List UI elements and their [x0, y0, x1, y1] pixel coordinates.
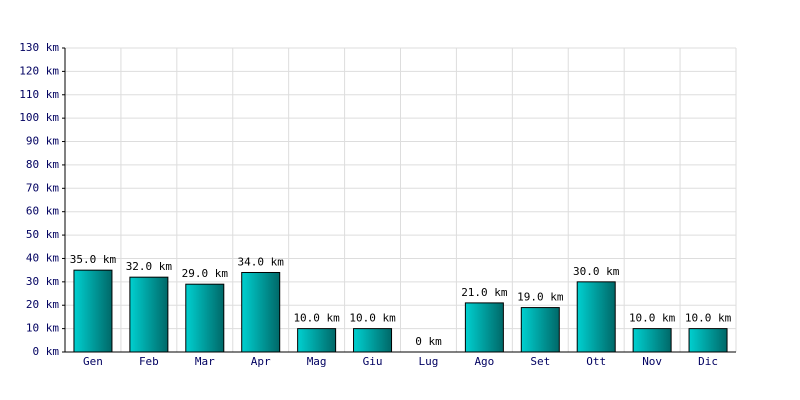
value-label: 19.0 km	[517, 291, 564, 304]
value-label: 30.0 km	[573, 265, 620, 278]
value-label: 32.0 km	[126, 260, 173, 273]
bar	[688, 328, 728, 353]
x-tick-label: Set	[530, 355, 550, 368]
x-tick-label: Feb	[139, 355, 159, 368]
y-tick-label: 50 km	[26, 228, 59, 241]
x-tick-label: Lug	[419, 355, 439, 368]
x-tick-label: Mar	[195, 355, 215, 368]
y-tick-label: 120 km	[19, 64, 59, 77]
x-tick-label: Ago	[474, 355, 494, 368]
bar	[464, 302, 504, 353]
y-tick-label: 10 km	[26, 322, 59, 335]
x-tick-label: Mag	[307, 355, 327, 368]
y-tick-label: 30 km	[26, 275, 59, 288]
y-tick-label: 110 km	[19, 88, 59, 101]
x-tick-label: Gen	[83, 355, 103, 368]
bar	[576, 281, 616, 353]
y-tick-label: 40 km	[26, 251, 59, 264]
value-label: 10.0 km	[293, 312, 340, 325]
bar	[73, 269, 113, 353]
y-tick-label: 80 km	[26, 158, 59, 171]
value-label: 34.0 km	[238, 255, 285, 268]
value-label: 35.0 km	[70, 253, 117, 266]
value-label: 21.0 km	[461, 286, 508, 299]
bar	[520, 307, 560, 353]
value-label: 29.0 km	[182, 267, 229, 280]
y-tick-label: 0 km	[33, 345, 60, 358]
x-tick-label: Nov	[642, 355, 662, 368]
bar	[353, 328, 393, 353]
bar	[241, 271, 281, 353]
y-tick-label: 130 km	[19, 41, 59, 54]
x-tick-label: Ott	[586, 355, 606, 368]
bar	[129, 276, 169, 353]
y-tick-label: 60 km	[26, 205, 59, 218]
bar	[297, 328, 337, 353]
y-tick-label: 20 km	[26, 298, 59, 311]
value-label: 10.0 km	[349, 312, 396, 325]
x-tick-label: Apr	[251, 355, 271, 368]
x-tick-label: Giu	[363, 355, 383, 368]
y-tick-label: 100 km	[19, 111, 59, 124]
y-tick-label: 90 km	[26, 135, 59, 148]
bar	[185, 283, 225, 353]
bar	[632, 328, 672, 353]
y-tick-label: 70 km	[26, 181, 59, 194]
value-label: 10.0 km	[629, 312, 676, 325]
value-label: 0 km	[415, 335, 442, 348]
value-label: 10.0 km	[685, 312, 732, 325]
x-tick-label: Dic	[698, 355, 718, 368]
